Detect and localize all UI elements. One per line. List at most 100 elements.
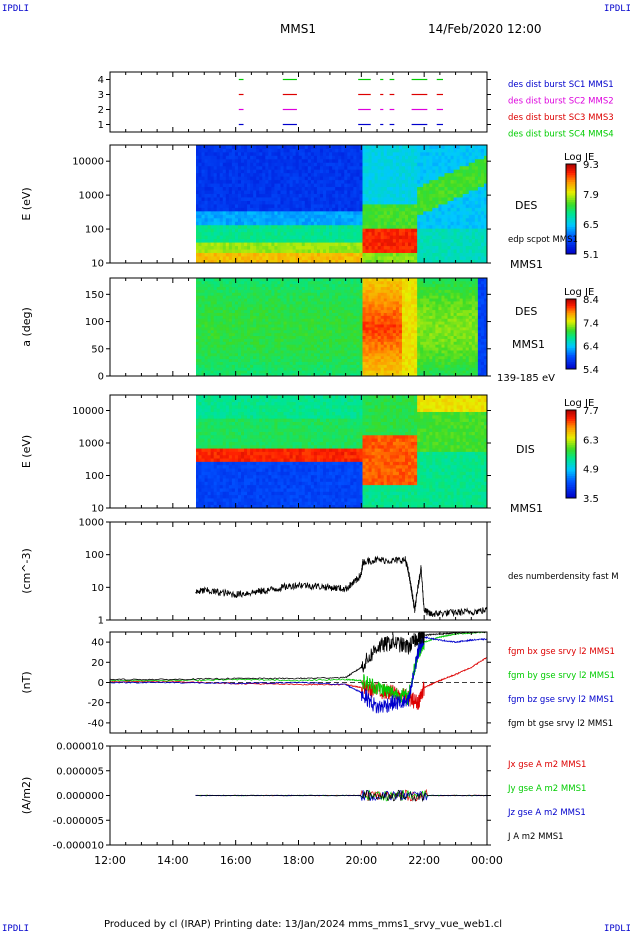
spectrogram-cell	[271, 283, 275, 288]
spectrogram-cell	[259, 283, 263, 288]
spectrogram-cell	[213, 204, 218, 208]
spectrogram-cell	[301, 151, 306, 156]
spectrogram-cell	[408, 204, 412, 208]
spectrogram-cell	[196, 321, 199, 325]
spectrogram-cell	[438, 249, 442, 253]
spectrogram-cell	[256, 193, 260, 198]
spectrogram-cell	[301, 217, 306, 222]
spectrogram-cell	[277, 324, 281, 328]
spectrogram-cell	[283, 352, 287, 357]
spectrogram-cell	[289, 315, 294, 319]
spectrogram-cell	[274, 312, 278, 316]
spectrogram-cell	[216, 217, 221, 222]
spectrogram-cell	[216, 278, 221, 282]
spectrogram-cell	[213, 221, 218, 226]
spectrogram-cell	[405, 148, 409, 153]
spectrogram-cell	[196, 151, 199, 156]
spectrogram-cell	[371, 231, 376, 236]
spectrogram-cell	[395, 252, 400, 257]
spectrogram-cell	[313, 367, 318, 371]
colorbar-cell	[566, 240, 576, 244]
spectrogram-cell	[389, 162, 394, 167]
spectrogram-cell	[286, 321, 290, 325]
spectrogram-cell	[234, 335, 239, 339]
spectrogram-cell	[274, 169, 278, 174]
datetime-title: 14/Feb/2020 12:00	[428, 22, 542, 36]
spectrogram-cell	[268, 306, 272, 311]
spectrogram-cell	[225, 301, 230, 305]
spectrogram-cell	[289, 364, 294, 368]
spectrogram-cell	[316, 370, 321, 374]
spectrogram-cell	[265, 235, 269, 240]
spectrogram-cell	[408, 155, 412, 160]
spectrogram-cell	[477, 238, 482, 243]
spectrogram-cell	[277, 200, 281, 205]
spectrogram-cell	[225, 235, 230, 240]
spectrogram-cell	[319, 217, 324, 222]
spectrogram-cell	[298, 341, 303, 345]
spectrogram-cell	[286, 242, 290, 247]
spectrogram-cell	[480, 256, 485, 260]
spectrogram-cell	[420, 183, 424, 188]
spectrogram-cell	[465, 176, 470, 181]
spectrogram-cell	[459, 238, 464, 243]
spectrogram-cell	[483, 172, 487, 177]
spectrogram-cell	[198, 169, 202, 174]
spectrogram-cell	[274, 309, 278, 313]
spectrogram-cell	[341, 200, 345, 205]
spectrogram-cell	[350, 221, 354, 226]
spectrogram-cell	[244, 158, 248, 163]
spectrogram-cell	[247, 172, 251, 177]
spectrogram-cell	[313, 165, 318, 170]
spectrogram-cell	[398, 242, 403, 247]
spectrogram-cell	[338, 207, 342, 212]
spectrogram-cell	[474, 214, 479, 219]
spectrogram-cell	[389, 148, 394, 153]
spectrogram-cell	[453, 148, 458, 153]
spectrogram-cell	[198, 321, 202, 325]
spectrogram-cell	[417, 158, 421, 163]
spectrogram-cell	[310, 210, 315, 215]
spectrogram-cell	[256, 145, 260, 149]
spectrogram-cell	[225, 318, 230, 322]
spectrogram-cell	[222, 367, 227, 371]
spectrogram-cell	[459, 217, 464, 222]
spectrogram-cell	[304, 235, 309, 240]
spectrogram-cell	[234, 224, 239, 229]
spectrogram-cell	[256, 298, 260, 302]
spectrogram-cell	[483, 210, 487, 215]
spectrogram-cell	[335, 332, 339, 337]
spectrogram-cell	[417, 204, 421, 208]
spectrogram-cell	[471, 172, 476, 177]
spectrogram-cell	[301, 172, 306, 177]
spectrogram-cell	[213, 306, 218, 311]
spectrogram-cell	[196, 165, 199, 170]
spectrogram-cell	[362, 155, 366, 160]
spectrogram-cell	[225, 249, 230, 253]
spectrogram-cell	[247, 289, 251, 293]
spectrogram-cell	[408, 235, 412, 240]
spectrogram-cell	[292, 318, 297, 322]
spectrogram-cell	[268, 283, 272, 288]
spectrogram-cell	[426, 148, 430, 153]
spectrogram-cell	[283, 145, 287, 149]
spectrogram-cell	[338, 318, 342, 322]
spectrogram-cell	[395, 183, 400, 188]
spectrogram-cell	[219, 329, 224, 334]
spectrogram-cell	[250, 235, 254, 240]
spectrogram-cell	[338, 179, 342, 184]
spectrogram-cell	[213, 169, 218, 174]
spectrogram-cell	[196, 286, 199, 290]
spectrogram-cell	[210, 309, 215, 313]
spectrogram-cell	[304, 278, 309, 282]
spectrogram-cell	[389, 200, 394, 205]
spectrogram-cell	[295, 303, 300, 308]
spectrogram-cell	[365, 193, 369, 198]
spectrogram-cell	[447, 190, 451, 194]
spectrogram-cell	[338, 367, 342, 371]
spectrogram-cell	[408, 197, 412, 201]
spectrogram-cell	[231, 329, 236, 334]
spectrogram-cell	[280, 295, 284, 299]
spectrogram-cell	[338, 373, 342, 376]
spectrogram-cell	[335, 309, 339, 313]
